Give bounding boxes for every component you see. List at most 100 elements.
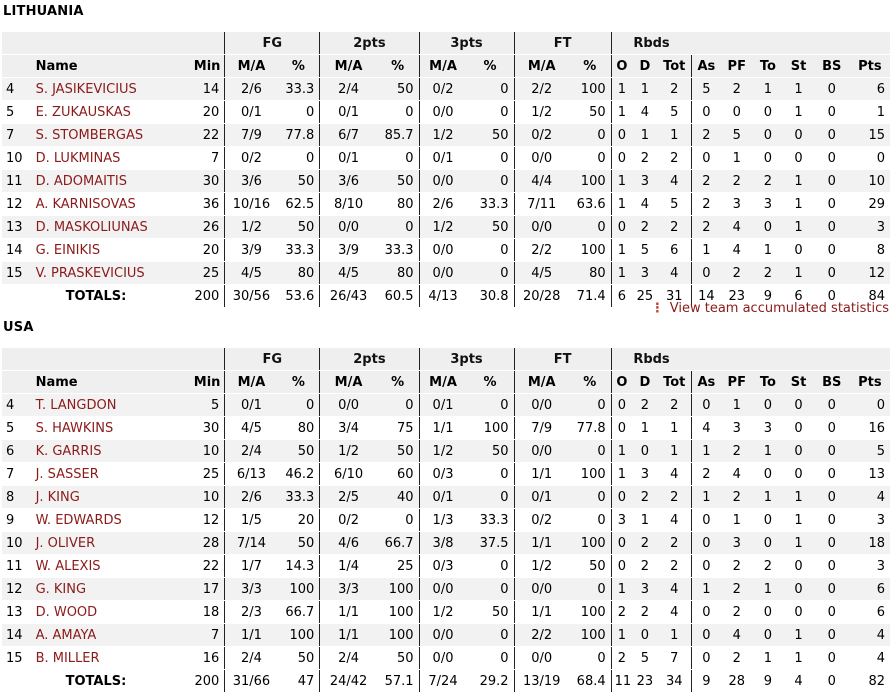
player-name-link[interactable]: S. HAWKINS — [35, 420, 114, 436]
column-header-3: % — [277, 370, 321, 394]
stat-cell: 1/1 — [514, 531, 569, 555]
stat-cell: 1/2 — [419, 600, 467, 624]
stat-cell: 10/16 — [224, 192, 278, 216]
team-stats-link-label[interactable]: View team accumulated statistics — [669, 301, 889, 316]
stat-cell: 100 — [568, 462, 612, 486]
player-name-link[interactable]: B. MILLER — [35, 650, 100, 666]
player-name-link[interactable]: E. ZUKAUSKAS — [35, 104, 131, 120]
column-header-no — [2, 370, 32, 394]
stat-cell: 8 — [849, 238, 890, 262]
stat-cell: 10 — [189, 485, 226, 509]
player-name-link[interactable]: J. OLIVER — [35, 535, 96, 551]
group-header-2: 3pts — [419, 348, 515, 371]
player-name-link[interactable]: K. GARRIS — [35, 443, 102, 459]
stat-cell: 0 — [691, 600, 721, 624]
stat-cell: 2 — [657, 485, 692, 509]
stat-cell: 0 — [813, 416, 850, 440]
player-number: 9 — [2, 508, 32, 532]
group-header-blank — [2, 348, 226, 371]
column-header-18: Pts — [849, 370, 890, 394]
stat-cell: 0 — [813, 485, 850, 509]
totals-cell: 14 — [691, 284, 721, 308]
team-stats-link[interactable]: ⋮ View team accumulated statistics — [651, 301, 889, 316]
stat-cell: 2 — [752, 261, 784, 285]
column-header-10: O — [611, 370, 633, 394]
stat-cell: 0 — [277, 393, 321, 417]
stat-cell: 3 — [632, 577, 658, 601]
stat-cell: 0 — [466, 554, 515, 578]
stat-cell: 2 — [657, 77, 692, 101]
stat-cell: 0 — [783, 416, 814, 440]
stat-cell: 0 — [466, 623, 515, 647]
stat-cell: 0/0 — [514, 439, 569, 463]
stat-cell: 0 — [691, 393, 721, 417]
stat-cell: 22 — [189, 123, 226, 147]
stat-cell: 1/1 — [319, 600, 377, 624]
player-number: 11 — [2, 169, 32, 193]
player-name-link[interactable]: J. KING — [35, 489, 80, 505]
group-header-trailing — [691, 348, 890, 371]
player-name-link[interactable]: T. LANGDON — [35, 397, 117, 413]
stat-cell: 50 — [277, 531, 321, 555]
stat-cell: 2 — [632, 600, 658, 624]
player-row: 5 E. ZUKAUSKAS 20 0/1 0 0/1 0 0/0 0 1/2 50 1 4 5 0 0 0 1 0… — [2, 100, 890, 124]
player-name-link[interactable]: J. SASSER — [35, 466, 99, 482]
player-name-link[interactable]: D. ADOMAITIS — [35, 173, 127, 189]
stat-cell: 4/4 — [514, 169, 569, 193]
column-header-18: Pts — [849, 54, 890, 78]
stat-cell: 0 — [813, 146, 850, 170]
stat-cell: 4 — [657, 462, 692, 486]
stat-cell: 1 — [632, 416, 658, 440]
stat-cell: 3 — [752, 192, 784, 216]
player-number: 7 — [2, 462, 32, 486]
totals-cell: 31 — [657, 284, 692, 308]
player-name-link[interactable]: S. STOMBERGAS — [35, 127, 144, 143]
stat-cell: 0/0 — [419, 238, 467, 262]
totals-cell: 9 — [752, 669, 784, 693]
player-name-link[interactable]: V. PRASKEVICIUS — [35, 265, 145, 281]
totals-cell: 200 — [189, 669, 226, 693]
player-name-link[interactable]: D. MASKOLIUNAS — [35, 219, 148, 235]
stat-cell: 2 — [720, 600, 753, 624]
stat-cell: 1/2 — [419, 215, 467, 239]
player-row: 7 S. STOMBERGAS 22 7/9 77.8 6/7 85.7 1/2 50 0/2 0 0… — [2, 123, 890, 147]
player-name-link[interactable]: W. ALEXIS — [35, 558, 101, 574]
player-name-link[interactable]: G. EINIKIS — [35, 242, 101, 258]
player-name-link[interactable]: A. KARNISOVAS — [35, 196, 136, 212]
stat-cell: 0/1 — [224, 100, 278, 124]
stat-cell: 25 — [189, 462, 226, 486]
column-header-14: PF — [720, 370, 753, 394]
stat-cell: 0 — [783, 123, 814, 147]
stat-cell: 0/1 — [224, 393, 278, 417]
totals-cell: 31/66 — [224, 669, 278, 693]
player-name-link[interactable]: A. AMAYA — [35, 627, 97, 643]
stat-cell: 1/1 — [319, 623, 377, 647]
player-name-link[interactable]: W. EDWARDS — [35, 512, 122, 528]
stat-cell: 20 — [189, 238, 226, 262]
player-name-link[interactable]: D. LUKMINAS — [35, 150, 121, 166]
stat-cell: 0/0 — [419, 577, 467, 601]
stat-cell: 0/0 — [319, 393, 377, 417]
totals-cell: 29.2 — [466, 669, 515, 693]
player-name-link[interactable]: S. JASIKEVICIUS — [35, 81, 137, 97]
stat-cell: 2 — [657, 554, 692, 578]
stat-cell: 1 — [611, 439, 633, 463]
player-number: 10 — [2, 531, 32, 555]
stat-cell: 7/9 — [224, 123, 278, 147]
column-header-15: To — [752, 370, 784, 394]
player-name-cell: K. GARRIS — [31, 439, 190, 463]
stat-cell: 2 — [632, 393, 658, 417]
stat-cell: 4 — [720, 462, 753, 486]
stat-cell: 1 — [611, 192, 633, 216]
stat-cell: 2 — [691, 462, 721, 486]
stat-cell: 3 — [632, 169, 658, 193]
team-title-usa: USA — [3, 320, 34, 335]
player-name-link[interactable]: D. WOOD — [35, 604, 98, 620]
stat-cell: 20 — [277, 508, 321, 532]
player-name-link[interactable]: G. KING — [35, 581, 87, 597]
player-number: 14 — [2, 238, 32, 262]
stat-cell: 1 — [657, 416, 692, 440]
stat-cell: 1 — [752, 485, 784, 509]
stat-cell: 1 — [783, 169, 814, 193]
totals-cell: 4/13 — [419, 284, 467, 308]
